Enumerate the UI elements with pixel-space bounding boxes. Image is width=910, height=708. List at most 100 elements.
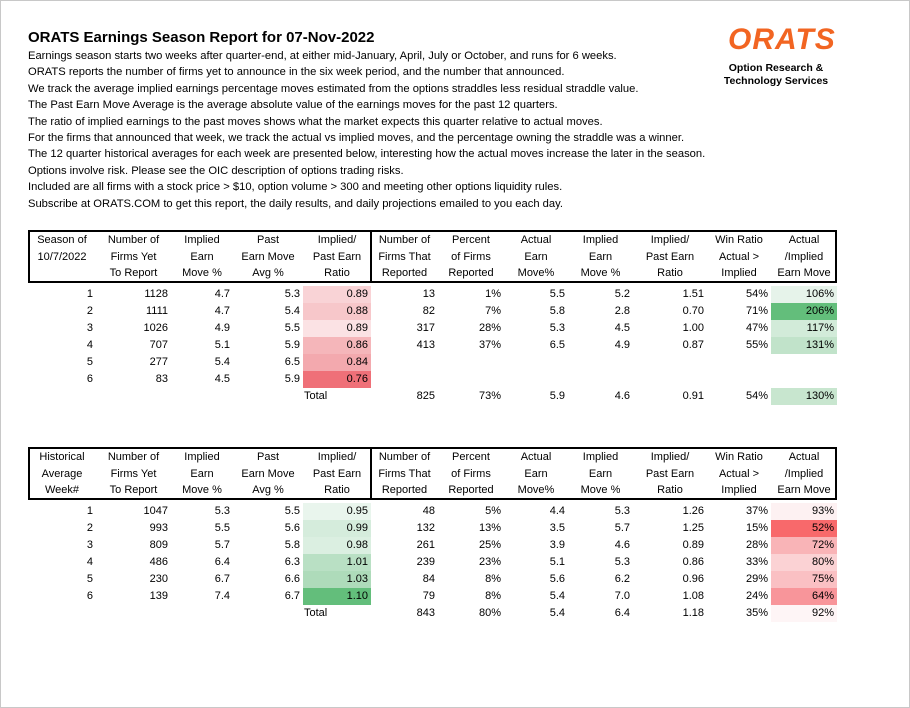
- column-header: Past Earn: [312, 467, 362, 480]
- column-header: Number of: [107, 234, 160, 246]
- table-cell: 2: [86, 522, 93, 534]
- column-header: Earn: [524, 250, 548, 263]
- column-header: Reported: [381, 484, 428, 496]
- table-cell: 82: [422, 305, 435, 317]
- table-cell: 64%: [771, 588, 837, 605]
- column-header: Past: [256, 234, 279, 246]
- table-cell: 1: [86, 505, 93, 517]
- table-cell: 1.51: [682, 288, 704, 300]
- column-header: Actual >: [718, 467, 760, 480]
- column-header: Move %: [182, 484, 222, 496]
- column-header: Move %: [580, 484, 621, 496]
- total-cell: 130%: [771, 388, 837, 405]
- intro-line: The Past Earn Move Average is the averag…: [28, 99, 558, 112]
- table-cell: 1.10: [303, 588, 371, 605]
- table-cell: 486: [149, 556, 168, 568]
- table-cell: 0.89: [682, 539, 704, 551]
- table-cell: 37%: [478, 339, 501, 351]
- header-divider: [370, 447, 372, 500]
- table-cell: 5.6: [284, 522, 300, 534]
- table-cell: 93%: [771, 503, 837, 520]
- column-header: Move %: [182, 267, 222, 279]
- total-label: Total: [304, 390, 328, 402]
- table-cell: 6.7: [284, 590, 300, 602]
- intro-line: For the firms that announced that week, …: [28, 132, 685, 144]
- intro-line: The 12 quarter historical averages for e…: [28, 148, 706, 161]
- column-header: Implied: [184, 451, 220, 463]
- table-cell: 413: [416, 339, 435, 351]
- total-cell: 0.91: [682, 390, 704, 402]
- column-header: Firms That: [378, 467, 431, 480]
- column-header: Historical: [39, 451, 85, 463]
- table-cell: 5.7: [614, 522, 630, 534]
- intro-line: Earnings season starts two weeks after q…: [28, 50, 617, 62]
- table-cell: 117%: [771, 320, 837, 337]
- table-cell: 5.3: [614, 505, 630, 517]
- table-cell: 4.9: [614, 339, 630, 351]
- table-cell: 55%: [745, 339, 768, 351]
- table-cell: 0.88: [303, 303, 371, 320]
- table-cell: 5.7: [214, 539, 230, 551]
- table-cell: 4.5: [614, 322, 630, 334]
- column-header: of Firms: [451, 467, 491, 480]
- column-header: Avg %: [252, 484, 284, 496]
- table-cell: 8%: [485, 573, 501, 585]
- intro-line: We track the average implied earnings pe…: [28, 82, 639, 95]
- table-cell: 3: [86, 539, 93, 551]
- column-header: Actual: [788, 234, 820, 246]
- table-cell: 48: [422, 505, 435, 517]
- table-cell: 4.7: [214, 288, 230, 300]
- column-header: Actual: [520, 451, 552, 463]
- table-cell: 3: [86, 322, 93, 334]
- table-cell: 6.3: [284, 556, 300, 568]
- column-header: Firms That: [378, 250, 431, 263]
- header-box: [28, 447, 837, 500]
- table-cell: 6: [86, 373, 93, 385]
- table-cell: 6.4: [214, 556, 230, 568]
- table-cell: 139: [149, 590, 168, 602]
- column-header: Earn Move: [241, 250, 295, 263]
- table-cell: 52%: [771, 520, 837, 537]
- table-cell: 28%: [745, 539, 768, 551]
- column-header: Past Earn: [312, 250, 362, 263]
- table-cell: 0.99: [303, 520, 371, 537]
- table-cell: 25%: [478, 539, 501, 551]
- table-cell: 1.03: [303, 571, 371, 588]
- table-cell: 0.89: [303, 320, 371, 337]
- column-header: Ratio: [657, 267, 683, 279]
- table-cell: 2: [86, 305, 93, 317]
- table-cell: 0.96: [682, 573, 704, 585]
- table-cell: 0.87: [682, 339, 704, 351]
- column-header: Earn: [190, 250, 214, 263]
- column-header: Earn Move: [777, 484, 831, 496]
- table-cell: 84: [422, 573, 435, 585]
- table-cell: 24%: [745, 590, 768, 602]
- table-cell: 15%: [745, 522, 768, 534]
- table-cell: 28%: [478, 322, 501, 334]
- table-cell: 4: [86, 339, 93, 351]
- column-header: To Report: [109, 267, 158, 279]
- column-header: Avg %: [252, 267, 284, 279]
- table-cell: 0.70: [682, 305, 704, 317]
- column-header: Win Ratio: [715, 451, 763, 463]
- column-header: Ratio: [324, 267, 350, 279]
- column-header: Win Ratio: [715, 234, 763, 246]
- table-cell: 993: [149, 522, 168, 534]
- table-cell: 0.95: [303, 503, 371, 520]
- table-cell: 4.6: [614, 539, 630, 551]
- column-header: Number of: [378, 234, 431, 246]
- table-cell: 106%: [771, 286, 837, 303]
- table-cell: 1026: [143, 322, 168, 334]
- column-header: Reported: [448, 484, 494, 496]
- table-cell: 317: [416, 322, 435, 334]
- column-header: Implied: [582, 451, 619, 463]
- table-cell: 5.8: [284, 539, 300, 551]
- column-header: Actual >: [718, 250, 760, 263]
- table-cell: 2.8: [614, 305, 630, 317]
- table-cell: 261: [416, 539, 435, 551]
- total-cell: 92%: [771, 605, 837, 622]
- table-cell: 4.4: [549, 505, 565, 517]
- table-cell: 37%: [745, 505, 768, 517]
- column-header: Implied: [721, 484, 757, 496]
